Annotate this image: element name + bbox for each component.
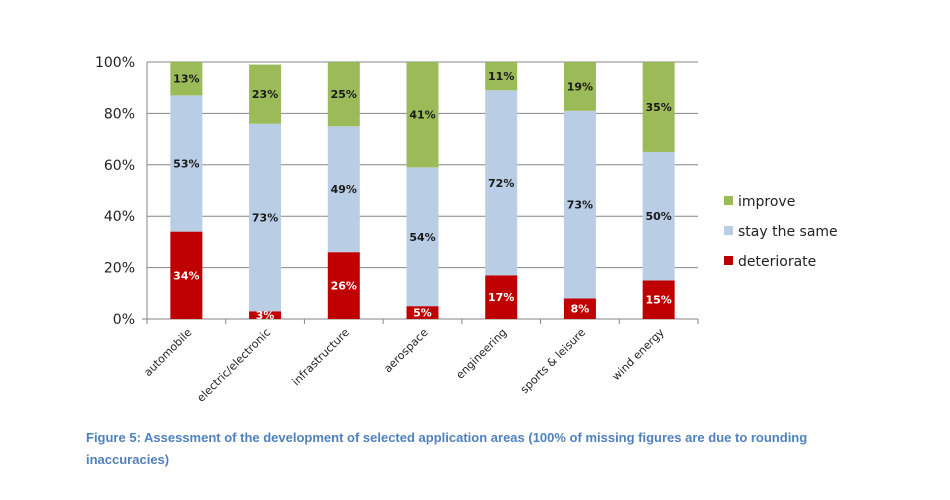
data-label: 23% xyxy=(252,88,278,101)
y-tick-label: 40% xyxy=(104,209,135,225)
y-tick-label: 20% xyxy=(104,261,135,277)
data-label: 5% xyxy=(413,307,432,320)
data-label: 54% xyxy=(409,231,435,244)
data-label: 15% xyxy=(645,294,671,307)
legend-swatch xyxy=(724,226,733,235)
data-label: 26% xyxy=(331,280,357,293)
legend-label: stay the same xyxy=(738,224,838,240)
category-label: automobile xyxy=(141,326,194,379)
bar-deteriorate xyxy=(170,231,203,319)
legend-swatch xyxy=(724,196,733,205)
bar-improve xyxy=(249,64,282,124)
data-label: 50% xyxy=(645,210,671,223)
figure-caption: Figure 5: Assessment of the development … xyxy=(86,430,808,467)
bar-improve xyxy=(170,62,203,96)
bar-deteriorate xyxy=(563,298,596,319)
category-label: wind energy xyxy=(610,326,668,384)
bar-deteriorate xyxy=(249,311,282,319)
bar-deteriorate xyxy=(327,252,360,319)
data-label: 49% xyxy=(331,183,357,196)
bar-deteriorate xyxy=(406,306,439,319)
bar-stay-the-same xyxy=(642,151,675,281)
bar-improve xyxy=(327,62,360,127)
y-tick-label: 0% xyxy=(113,312,135,328)
y-tick-label: 60% xyxy=(104,158,135,174)
data-label: 72% xyxy=(488,177,514,190)
bar-improve xyxy=(642,62,675,152)
data-label: 73% xyxy=(567,199,593,212)
bar-stay-the-same xyxy=(249,123,282,312)
category-label: aerospace xyxy=(381,326,431,376)
data-label: 13% xyxy=(173,73,199,86)
bar-stay-the-same xyxy=(485,90,518,276)
y-tick-label: 80% xyxy=(104,106,135,122)
bar-improve xyxy=(485,62,518,91)
data-label: 53% xyxy=(173,158,199,171)
data-label: 11% xyxy=(488,70,514,83)
y-tick-label: 100% xyxy=(95,55,135,71)
category-label: electric/electronic xyxy=(194,326,273,405)
bar-stay-the-same xyxy=(327,126,360,253)
category-label: infrastructure xyxy=(290,326,352,388)
data-label: 19% xyxy=(567,80,593,93)
legend-label: deteriorate xyxy=(738,254,816,270)
bar-stay-the-same xyxy=(406,167,439,307)
legend-swatch xyxy=(724,256,733,265)
category-label: sports & leisure xyxy=(518,326,588,396)
legend-label: improve xyxy=(738,194,795,210)
data-label: 34% xyxy=(173,269,199,282)
data-label: 35% xyxy=(645,101,671,114)
bar-improve xyxy=(563,62,596,111)
data-label: 8% xyxy=(571,303,590,316)
bar-stay-the-same xyxy=(563,110,596,299)
bar-deteriorate xyxy=(642,280,675,319)
data-label: 25% xyxy=(331,88,357,101)
bar-deteriorate xyxy=(485,275,518,319)
data-label: 41% xyxy=(409,109,435,122)
stacked-bar-chart: 0% 20% 40% 60% 80% 100% 34% 53% 13% automobile 3% 7… xyxy=(95,55,838,405)
data-label: 73% xyxy=(252,211,278,224)
bar-stay-the-same xyxy=(170,95,203,232)
data-label: 3% xyxy=(256,309,275,322)
bar-improve xyxy=(406,62,439,168)
category-label: engineering xyxy=(454,326,510,382)
data-label: 17% xyxy=(488,291,514,304)
